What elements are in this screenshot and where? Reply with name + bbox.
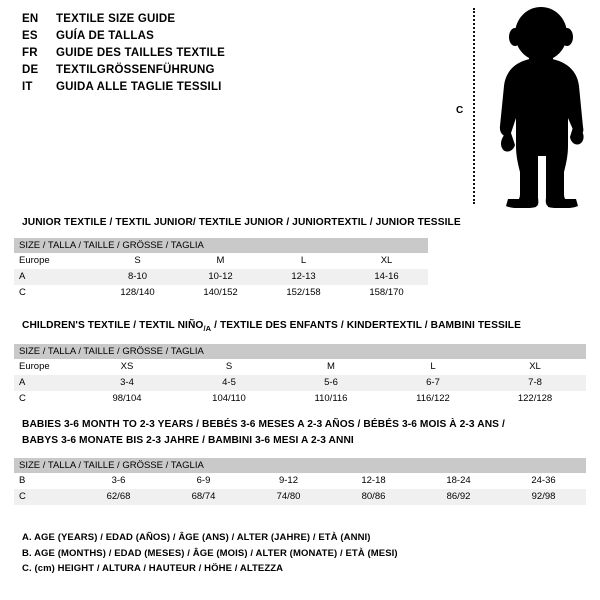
table-cell: L xyxy=(430,361,436,372)
junior-size-table: SIZE / TALLA / TAILLE / GRÖSSE / TAGLIA … xyxy=(14,238,429,301)
junior-table-band: SIZE / TALLA / TAILLE / GRÖSSE / TAGLIA xyxy=(14,238,429,253)
children-size-table: SIZE / TALLA / TAILLE / GRÖSSE / TAGLIA … xyxy=(14,344,587,407)
language-title: TEXTILE SIZE GUIDE xyxy=(56,13,176,25)
babies-table-band: SIZE / TALLA / TAILLE / GRÖSSE / TAGLIA xyxy=(14,458,587,473)
language-title: GUIDE DES TAILLES TEXTILE xyxy=(56,47,225,59)
babies-section-heading-line1: BABIES 3-6 MONTH TO 2-3 YEARS / BEBÉS 3-… xyxy=(22,419,505,430)
table-cell: 6-7 xyxy=(382,375,484,391)
table-cell: 62/68 xyxy=(76,489,161,505)
table-cell: S xyxy=(225,361,233,372)
language-row-fr: FR GUIDE DES TAILLES TEXTILE xyxy=(22,47,422,64)
children-heading-subscript: /A xyxy=(203,324,212,334)
table-cell: 18-24 xyxy=(446,475,471,486)
children-section-heading: CHILDREN'S TEXTILE / TEXTIL NIÑO/A / TEX… xyxy=(22,319,521,336)
table-cell: 8-10 xyxy=(96,269,179,285)
table-cell: 3-4 xyxy=(76,375,178,391)
legend-row-c: C. (cm) HEIGHT / ALTURA / HAUTEUR / HÖHE… xyxy=(22,563,284,574)
table-cell: 6-9 xyxy=(196,475,211,486)
language-title: GUÍA DE TALLAS xyxy=(56,30,154,42)
table-cell: 158/170 xyxy=(369,287,404,298)
table-cell: 7-8 xyxy=(484,375,587,391)
table-cell: M xyxy=(216,255,225,266)
table-cell: 152/158 xyxy=(286,287,321,298)
language-title: GUIDA ALLE TAGLIE TESSILI xyxy=(56,81,222,93)
table-cell: 74/80 xyxy=(246,489,331,505)
language-title-block: EN TEXTILE SIZE GUIDE ES GUÍA DE TALLAS … xyxy=(22,13,422,98)
table-cell: 3-6 xyxy=(111,475,126,486)
table-cell: 140/152 xyxy=(203,287,238,298)
row-label: A xyxy=(14,375,76,391)
table-cell: 98/104 xyxy=(112,393,142,404)
table-cell: M xyxy=(327,361,335,372)
language-row-en: EN TEXTILE SIZE GUIDE xyxy=(22,13,422,30)
children-table-band: SIZE / TALLA / TAILLE / GRÖSSE / TAGLIA xyxy=(14,344,587,359)
row-label: C xyxy=(14,489,76,505)
table-cell: 12-13 xyxy=(262,269,345,285)
row-label: C xyxy=(19,393,26,404)
table-row: A 8-10 10-12 12-13 14-16 xyxy=(14,269,429,285)
language-code: IT xyxy=(22,81,33,93)
language-row-it: IT GUIDA ALLE TAGLIE TESSILI xyxy=(22,81,422,98)
table-row: Europe XS S M L XL xyxy=(14,359,586,375)
table-cell: S xyxy=(134,255,141,266)
table-cell: XS xyxy=(120,361,134,372)
table-cell: 116/122 xyxy=(416,393,450,404)
height-measure-label: C xyxy=(456,105,464,116)
table-row: B 3-6 6-9 9-12 12-18 18-24 24-36 xyxy=(14,473,586,489)
height-dotted-line-icon xyxy=(473,8,475,204)
table-cell: 122/128 xyxy=(517,393,553,404)
language-code: DE xyxy=(22,64,39,76)
row-label: B xyxy=(19,475,26,486)
children-band-label: SIZE / TALLA / TAILLE / GRÖSSE / TAGLIA xyxy=(14,344,587,359)
table-cell: XL xyxy=(380,255,393,266)
table-cell: 80/86 xyxy=(331,489,416,505)
table-cell: 68/74 xyxy=(161,489,246,505)
language-code: ES xyxy=(22,30,38,42)
table-row: C 128/140 140/152 152/158 158/170 xyxy=(14,285,428,301)
table-row: C 98/104 104/110 110/116 116/122 122/128 xyxy=(14,391,586,407)
table-cell: 4-5 xyxy=(178,375,280,391)
table-row: C 62/68 68/74 74/80 80/86 86/92 92/98 xyxy=(14,489,587,505)
table-cell: 110/116 xyxy=(314,393,348,404)
language-code: FR xyxy=(22,47,38,59)
babies-size-table: SIZE / TALLA / TAILLE / GRÖSSE / TAGLIA … xyxy=(14,458,587,505)
table-row: Europe S M L XL xyxy=(14,253,428,269)
toddler-silhouette-icon xyxy=(499,7,584,208)
table-cell: XL xyxy=(529,361,541,372)
table-cell: 14-16 xyxy=(345,269,429,285)
junior-band-label: SIZE / TALLA / TAILLE / GRÖSSE / TAGLIA xyxy=(14,238,429,253)
row-label: C xyxy=(19,287,26,298)
language-title: TEXTILGRÖSSENFÜHRUNG xyxy=(56,64,215,76)
table-cell: 92/98 xyxy=(501,489,587,505)
legend-row-b: B. AGE (MONTHS) / EDAD (MESES) / ÂGE (MO… xyxy=(22,547,398,559)
legend-row-a: A. AGE (YEARS) / EDAD (AÑOS) / ÂGE (ANS)… xyxy=(22,532,371,543)
language-row-de: DE TEXTILGRÖSSENFÜHRUNG xyxy=(22,64,422,81)
junior-section-heading: JUNIOR TEXTILE / TEXTIL JUNIOR/ TEXTILE … xyxy=(22,217,461,228)
height-figure: C xyxy=(450,0,600,212)
babies-band-label: SIZE / TALLA / TAILLE / GRÖSSE / TAGLIA xyxy=(14,458,587,473)
table-cell: 24-36 xyxy=(531,475,556,486)
table-cell: 12-18 xyxy=(361,475,386,486)
children-heading-part2: / TEXTILE DES ENFANTS / KINDERTEXTIL / B… xyxy=(211,320,522,331)
language-code: EN xyxy=(22,13,39,25)
table-cell: 104/110 xyxy=(212,393,246,404)
table-row: A 3-4 4-5 5-6 6-7 7-8 xyxy=(14,375,587,391)
row-label: Europe xyxy=(19,255,50,266)
babies-section-heading-line2: BABYS 3-6 MONATE BIS 2-3 JAHRE / BAMBINI… xyxy=(22,435,354,446)
table-cell: 9-12 xyxy=(278,475,298,486)
language-row-es: ES GUÍA DE TALLAS xyxy=(22,30,422,47)
table-cell: 86/92 xyxy=(416,489,501,505)
children-heading-part1: CHILDREN'S TEXTILE / TEXTIL NIÑO xyxy=(22,320,204,331)
table-cell: L xyxy=(300,255,307,266)
row-label: A xyxy=(14,269,96,285)
table-cell: 128/140 xyxy=(120,287,155,298)
table-cell: 5-6 xyxy=(280,375,382,391)
measurement-legend: A. AGE (YEARS) / EDAD (AÑOS) / ÂGE (ANS)… xyxy=(22,530,398,577)
row-label: Europe xyxy=(19,361,50,372)
table-cell: 10-12 xyxy=(179,269,262,285)
